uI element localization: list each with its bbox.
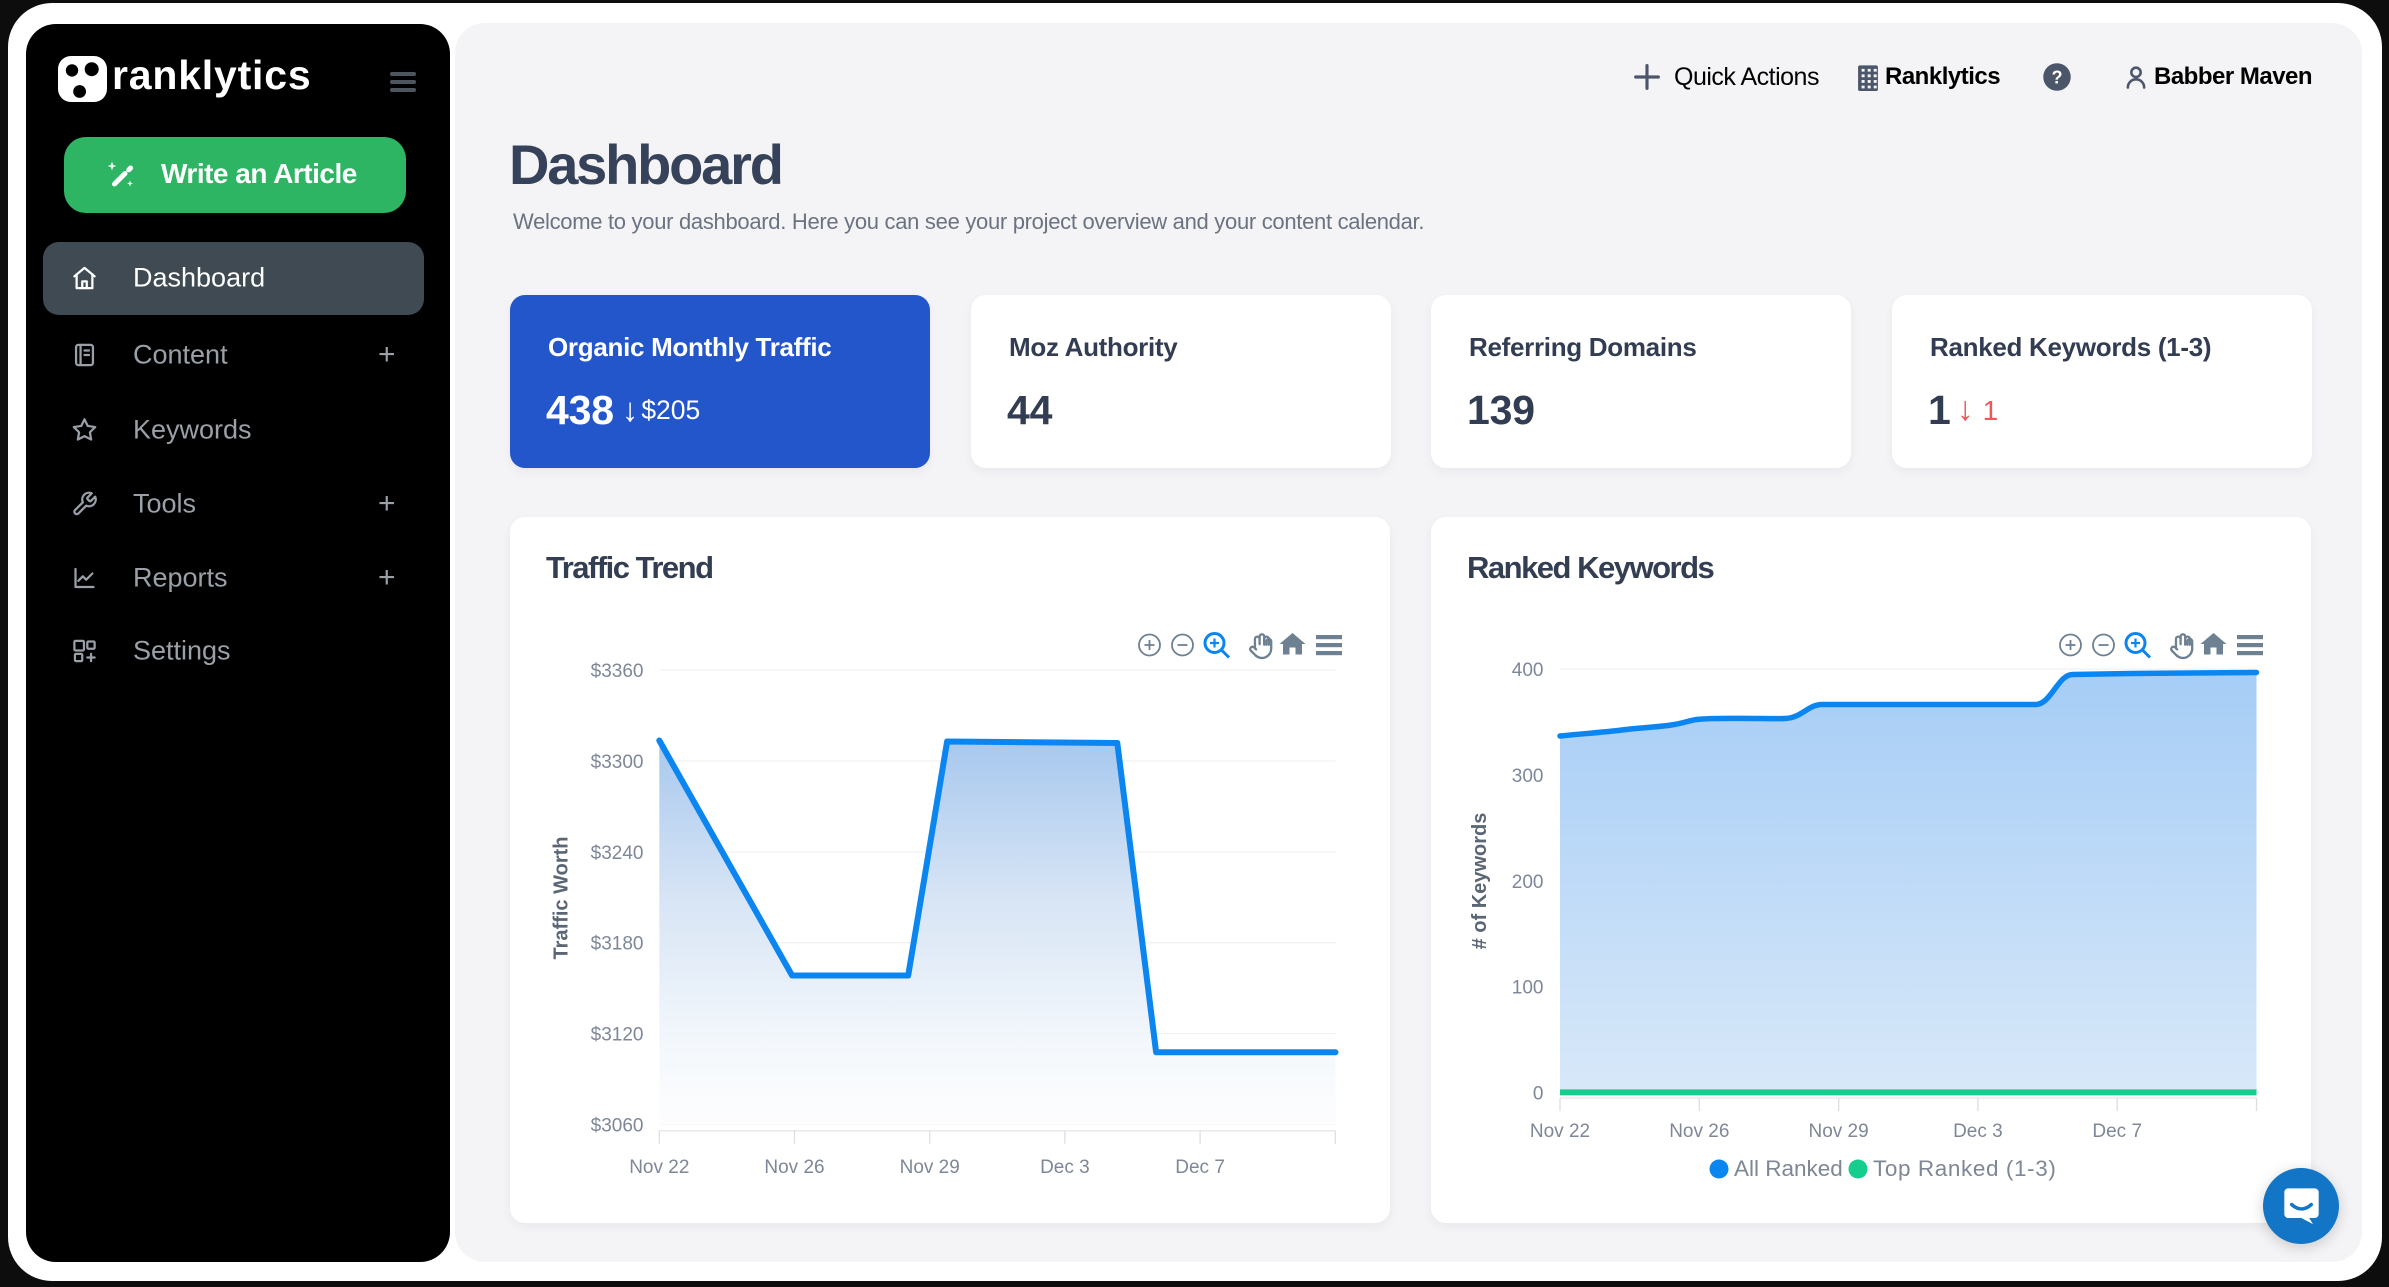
- svg-text:Top Ranked (1-3): Top Ranked (1-3): [1873, 1156, 2056, 1181]
- svg-text:$3240: $3240: [591, 843, 644, 864]
- svg-text:Nov 26: Nov 26: [1669, 1121, 1729, 1142]
- svg-text:Dec 7: Dec 7: [2092, 1121, 2142, 1142]
- svg-text:Nov 26: Nov 26: [764, 1157, 824, 1178]
- svg-text:300: 300: [1512, 766, 1544, 787]
- svg-text:$3180: $3180: [591, 934, 644, 955]
- svg-text:$3300: $3300: [591, 752, 644, 773]
- svg-text:0: 0: [1533, 1083, 1544, 1104]
- svg-text:400: 400: [1512, 660, 1544, 681]
- svg-text:$3360: $3360: [591, 661, 644, 682]
- svg-text:Nov 22: Nov 22: [629, 1157, 689, 1178]
- svg-text:$3120: $3120: [591, 1025, 644, 1046]
- svg-text:200: 200: [1512, 872, 1544, 893]
- svg-text:Dec 7: Dec 7: [1175, 1157, 1225, 1178]
- svg-text:Nov 29: Nov 29: [900, 1157, 960, 1178]
- svg-text:$3060: $3060: [591, 1116, 644, 1137]
- svg-text:Dec 3: Dec 3: [1953, 1121, 2003, 1142]
- svg-text:Traffic Worth: Traffic Worth: [551, 837, 573, 960]
- svg-text:Nov 22: Nov 22: [1530, 1121, 1590, 1142]
- svg-text:# of Keywords: # of Keywords: [1469, 813, 1491, 950]
- svg-text:All Ranked: All Ranked: [1734, 1156, 1843, 1181]
- svg-text:?: ?: [2051, 67, 2062, 87]
- svg-text:100: 100: [1512, 978, 1544, 999]
- svg-text:Dec 3: Dec 3: [1040, 1157, 1090, 1178]
- svg-text:Nov 29: Nov 29: [1808, 1121, 1868, 1142]
